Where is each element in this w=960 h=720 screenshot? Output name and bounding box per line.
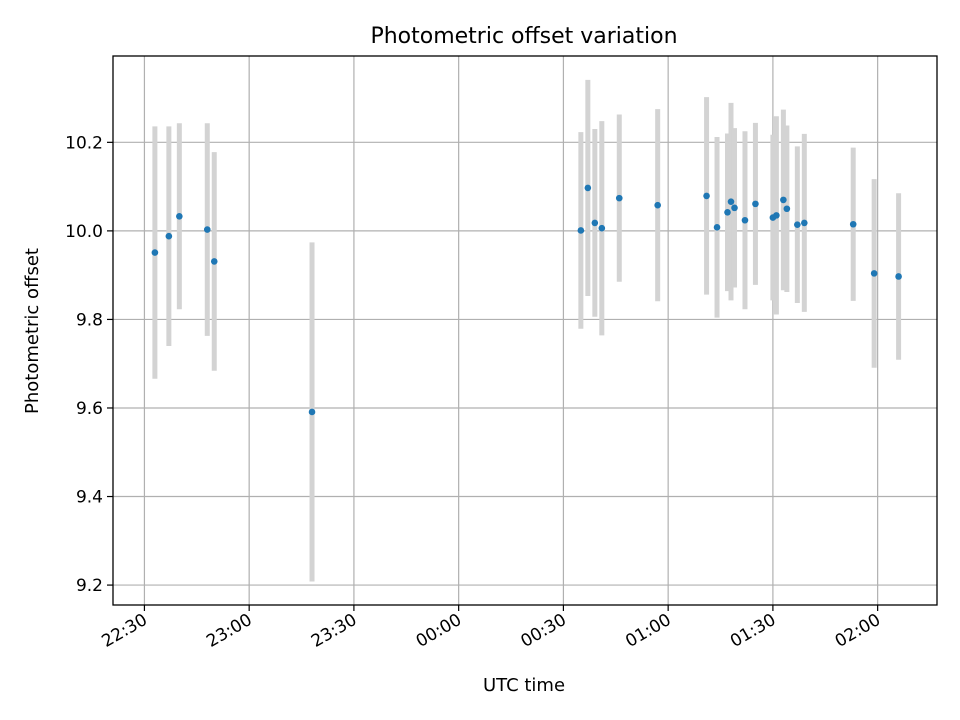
y-tick-label: 10.2 [65, 133, 103, 153]
data-point [741, 216, 749, 224]
data-point [591, 219, 599, 227]
data-point [801, 219, 808, 227]
data-point [584, 184, 592, 192]
y-tick-label: 9.2 [76, 576, 103, 596]
data-point [773, 212, 780, 219]
data-point [308, 408, 316, 416]
data-point [849, 220, 857, 228]
data-point [577, 227, 585, 234]
marker-layer [151, 184, 902, 416]
data-point [783, 205, 791, 213]
x-axis-label: UTC time [483, 675, 565, 696]
grid-layer [113, 56, 937, 605]
data-point [727, 198, 735, 205]
y-tick-label: 10.0 [65, 222, 103, 242]
data-point [210, 258, 218, 265]
y-tick-label: 9.6 [76, 399, 103, 419]
data-point [703, 192, 710, 200]
data-point [598, 224, 606, 232]
data-point [654, 201, 661, 209]
y-axis: 9.2 9.4 9.6 9.8 10.0 10.2 [65, 133, 113, 596]
data-point [752, 200, 759, 208]
data-point [165, 232, 173, 240]
plot-frame [112, 55, 938, 606]
data-point [203, 226, 211, 233]
data-point [870, 270, 878, 277]
data-point [176, 212, 183, 220]
data-point [713, 224, 721, 231]
chart-title: Photometric offset variation [370, 24, 677, 49]
y-axis-label: Photometric offset [22, 248, 43, 414]
data-point [731, 204, 738, 212]
y-tick-label: 9.8 [76, 310, 103, 330]
data-point [895, 273, 902, 280]
data-point [615, 194, 623, 202]
data-point [724, 208, 731, 216]
data-point [780, 196, 787, 204]
data-point [151, 249, 159, 256]
data-point [794, 221, 801, 228]
y-tick-label: 9.4 [76, 488, 103, 508]
